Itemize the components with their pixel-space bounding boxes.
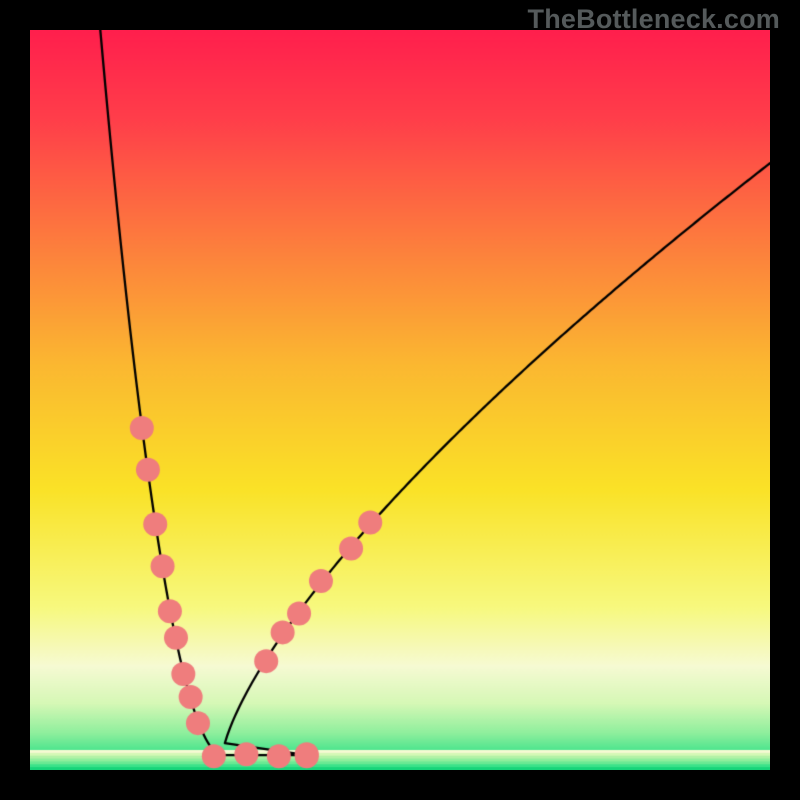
bottleneck-chart-canvas	[30, 30, 770, 770]
watermark-text: TheBottleneck.com	[528, 4, 780, 35]
chart-frame	[30, 30, 770, 770]
